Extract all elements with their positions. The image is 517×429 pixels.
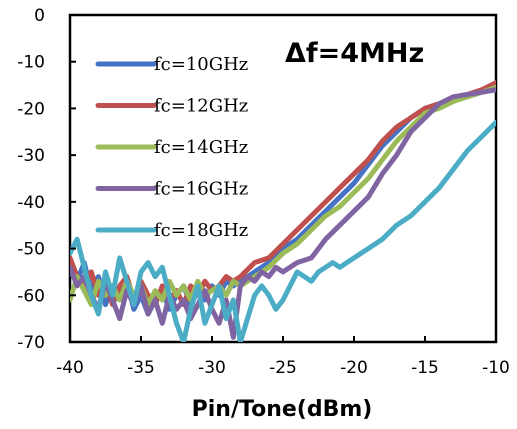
series-line-3 [70,87,496,340]
legend-label-2: fc=14GHz [154,137,248,158]
x-tick-label: -30 [198,358,226,378]
x-axis-title: Pin/Tone(dBm) [192,397,373,422]
annotation-label: Δf=4MHz [285,38,424,69]
legend-label-3: fc=16GHz [154,179,248,200]
y-tick-label: -20 [17,99,45,119]
y-tick-label: -50 [17,240,45,260]
x-tick-label: -20 [340,358,368,378]
y-tick-label: -10 [17,53,45,73]
x-tick-label: -15 [411,358,439,378]
legend: fc=10GHz fc=12GHz fc=14GHz fc=16GHz fc=18GHz [95,54,248,241]
y-tick-label: -70 [17,333,45,353]
axes: -40 -35 -30 -25 -20 -15 -10 0 -10 -20 -30 -40 -50 -60… [17,6,510,378]
x-tick-label: -10 [482,358,510,378]
x-tick-label: -35 [127,358,155,378]
series-line-4 [70,119,496,342]
x-tick-label: -25 [269,358,297,378]
series-lines [70,80,496,342]
legend-label-0: fc=10GHz [154,54,248,75]
y-tick-label: -40 [17,193,45,213]
legend-label-1: fc=12GHz [154,96,248,117]
x-tick-label: -40 [56,358,84,378]
legend-label-4: fc=18GHz [154,220,248,241]
y-tick-label: -30 [17,146,45,166]
y-tick-label: 0 [34,6,45,26]
y-tick-label: -60 [17,286,45,306]
